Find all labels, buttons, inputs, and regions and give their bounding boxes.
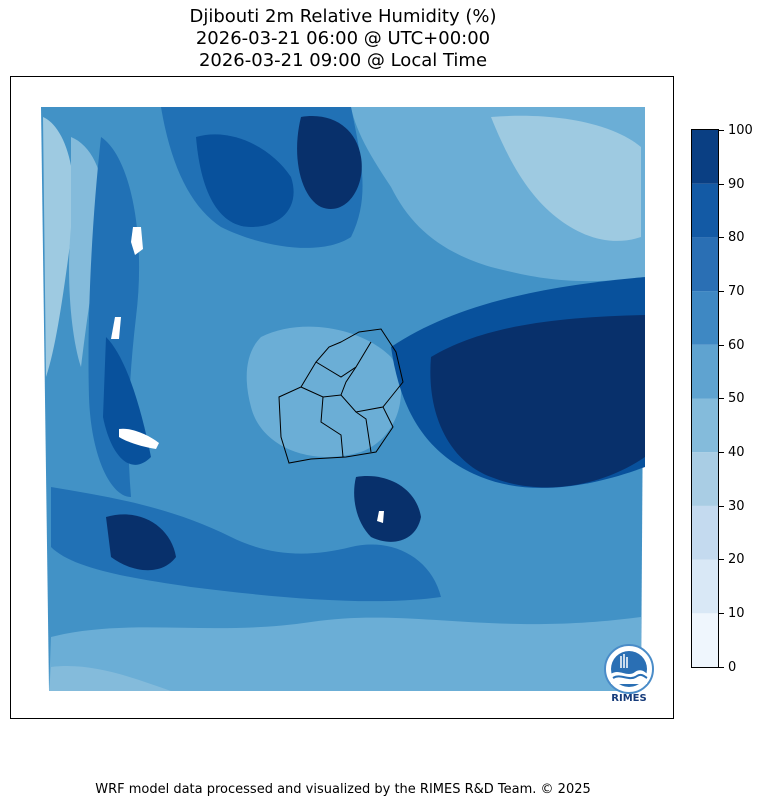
- band-70-80-south: [51, 487, 441, 602]
- cb-tick-20: 20: [719, 553, 764, 567]
- region-border-1: [315, 341, 372, 378]
- colorbar: [691, 129, 719, 668]
- cb-band-3: [692, 452, 718, 506]
- cb-band-8: [692, 183, 718, 238]
- band-90-100-inland: [354, 476, 421, 542]
- rimes-logo-text: RIMES: [611, 693, 647, 704]
- region-border-4: [355, 411, 372, 453]
- cb-tick-100: 100: [719, 124, 764, 138]
- cb-band-9: [692, 130, 718, 184]
- rimes-logo-icon: [604, 644, 654, 694]
- humidity-map: [41, 107, 645, 691]
- nodata-patch-4: [377, 511, 384, 523]
- cb-band-0: [692, 613, 718, 667]
- cb-band-5: [692, 344, 718, 399]
- djibouti-boundaries: [278, 328, 404, 464]
- band-30-40-northeast: [491, 115, 641, 241]
- cb-tick-30: 30: [719, 500, 764, 514]
- cb-tick-70: 70: [719, 285, 764, 299]
- nodata-patch-3: [119, 428, 159, 449]
- cb-tick-0: 0: [719, 661, 764, 675]
- band-90-100-north: [297, 116, 362, 209]
- cb-band-2: [692, 505, 718, 560]
- region-border-5: [340, 366, 357, 396]
- band-50-60-centre: [246, 326, 401, 457]
- nodata-patch-2: [111, 317, 121, 339]
- footer-credit: WRF model data processed and visualized …: [95, 782, 591, 797]
- map-frame: [10, 76, 674, 719]
- cb-band-4: [692, 398, 718, 453]
- colorbar-bands: [692, 130, 718, 667]
- cb-tick-50: 50: [719, 392, 764, 406]
- cb-band-7: [692, 237, 718, 292]
- band-90-100-gulf: [430, 315, 645, 488]
- band-50-60-south: [49, 617, 641, 691]
- country-outline: [278, 328, 404, 464]
- nodata-patch-1: [131, 227, 143, 255]
- title-line-1: Djibouti 2m Relative Humidity (%): [189, 6, 497, 27]
- band-40-50-west: [69, 137, 105, 367]
- cb-tick-90: 90: [719, 178, 764, 192]
- cb-tick-40: 40: [719, 446, 764, 460]
- cb-tick-60: 60: [719, 339, 764, 353]
- rimes-logo: RIMES: [601, 642, 661, 706]
- cb-band-1: [692, 559, 718, 614]
- chart-title: Djibouti 2m Relative Humidity (%) 2026-0…: [0, 6, 686, 72]
- band-30-40-west: [43, 117, 75, 377]
- band-40-50-southwest: [49, 666, 171, 691]
- region-border-3: [320, 396, 344, 458]
- cb-tick-10: 10: [719, 607, 764, 621]
- band-90-100-westpatch: [106, 514, 176, 571]
- band-80-90-north: [196, 134, 294, 227]
- title-line-2: 2026-03-21 06:00 @ UTC+00:00: [195, 28, 491, 49]
- title-line-3: 2026-03-21 09:00 @ Local Time: [198, 50, 488, 71]
- cb-tick-80: 80: [719, 231, 764, 245]
- cb-band-6: [692, 291, 718, 345]
